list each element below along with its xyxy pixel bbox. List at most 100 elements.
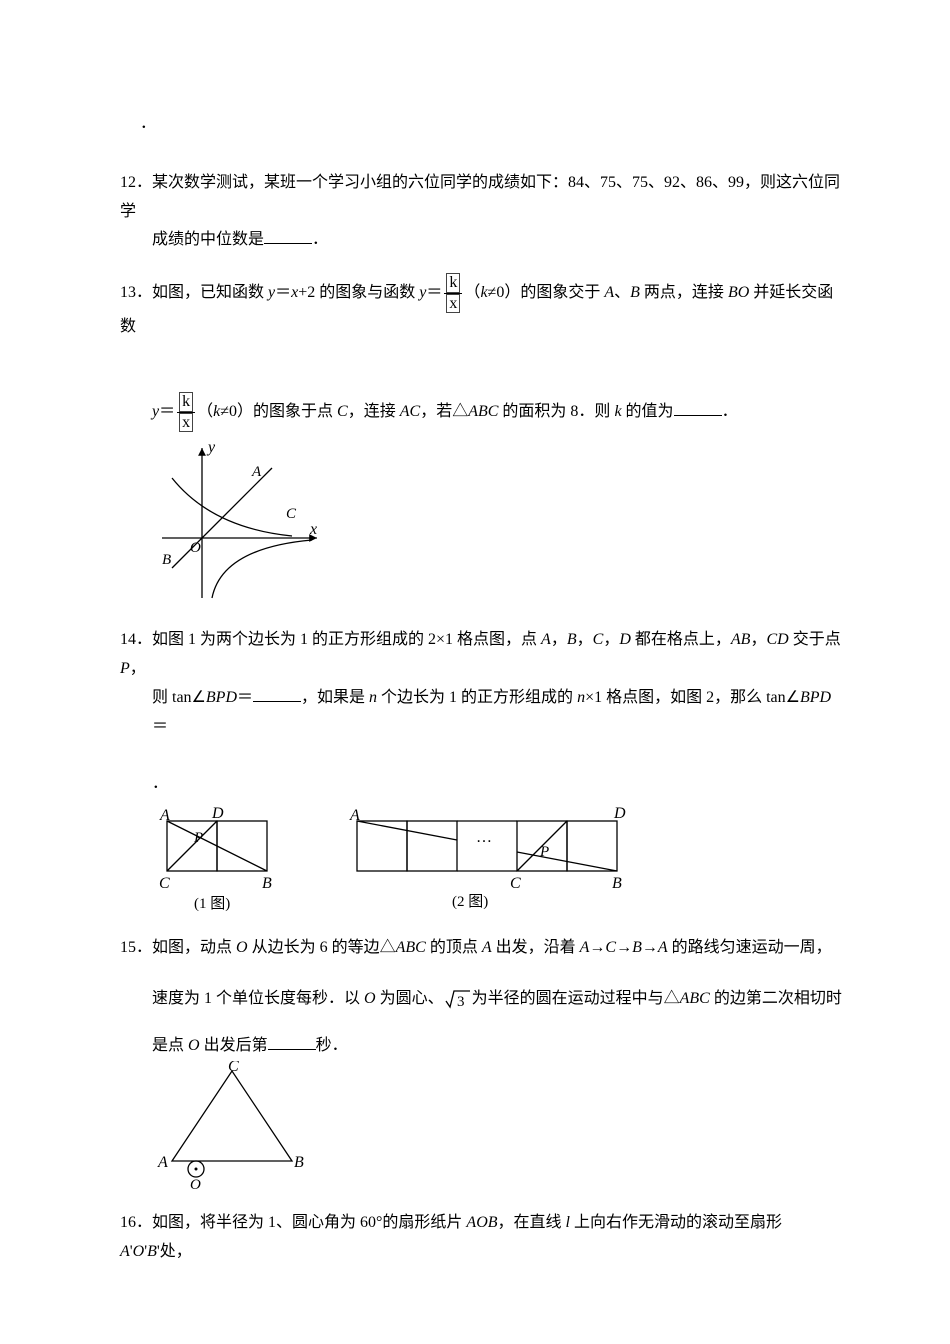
q14-D: D — [619, 631, 631, 648]
q15-td: 出发，沿着 — [492, 939, 580, 956]
q13-label-B: B — [162, 552, 171, 568]
q15-ar2: → — [616, 939, 632, 956]
q15-ti: 的边第二次相切时 — [710, 990, 842, 1007]
q14-ta: 如图 1 为两个边长为 1 的正方形组成的 2×1 格点图，点 — [152, 631, 541, 648]
q15-tg: 为圆心、 — [376, 990, 444, 1007]
q12-text-b: 成绩的中位数是 — [152, 231, 264, 248]
q13-k1: k — [480, 284, 487, 301]
q14-B: B — [567, 631, 577, 648]
q13-mid: 两点，连接 — [640, 284, 728, 301]
q13-textf: 的值为 — [622, 403, 674, 420]
q12-number: 12． — [120, 174, 152, 191]
q13-paren1: （ — [464, 284, 480, 301]
q13-k3: k — [614, 403, 621, 420]
q13-dot1: 、 — [614, 284, 630, 301]
q15-tf: 速度为 1 个单位长度每秒．以 — [152, 990, 364, 1007]
q14-C: C — [593, 631, 604, 648]
question-12: 12．某次数学测试，某班一个学习小组的六位同学的成绩如下：84、75、75、92… — [120, 169, 845, 255]
q15-ar1: → — [589, 939, 605, 956]
q14-f2-cap: (2 图) — [452, 893, 488, 910]
q13-eq1: ＝ — [275, 284, 291, 301]
q14-f1-P: P — [193, 830, 203, 846]
q13-label-A: A — [251, 464, 262, 480]
q14-f2-P: P — [539, 844, 549, 860]
q15-th: 为半径的圆在运动过程中与△ — [472, 990, 680, 1007]
q14-tf: 个边长为 1 的正方形组成的 — [377, 689, 577, 706]
q13-B: B — [630, 284, 640, 301]
q13-AC: AC — [400, 403, 420, 420]
question-14: 14．如图 1 为两个边长为 1 的正方形组成的 2×1 格点图，点 A，B，C… — [120, 626, 845, 916]
q15-A: A — [482, 939, 492, 956]
q13-period: ． — [722, 403, 738, 420]
q14-figures: A D C B P (1 图) … A D C B P (2 图) — [152, 806, 845, 916]
q13-BO: BO — [728, 284, 749, 301]
question-13: 13．如图，已知函数 y＝x+2 的图象与函数 y＝kx（k≠0）的图象交于 A… — [120, 273, 845, 608]
q15-O: O — [236, 939, 248, 956]
q13-number: 13． — [120, 284, 152, 301]
question-15: 15．如图，动点 O 从边长为 6 的等边△ABC 的顶点 A 出发，沿着 A→… — [120, 934, 845, 1190]
q16-O2: O — [133, 1243, 145, 1260]
q14-tg: ×1 格点图，如图 2，那么 tan∠ — [585, 689, 800, 706]
q14-tb: 都在格点上， — [631, 631, 731, 648]
q13-textd: ，若△ — [420, 403, 468, 420]
q14-eq2: ＝ — [152, 718, 168, 735]
q14-c4: ， — [750, 631, 766, 648]
q14-fig1: A D C B P (1 图) — [152, 806, 302, 916]
q14-f1-B: B — [262, 875, 272, 892]
q13-textc: ，连接 — [348, 403, 400, 420]
q13-text-pre: 如图，已知函数 — [152, 284, 268, 301]
q14-number: 14． — [120, 631, 152, 648]
q15-C1: C — [605, 939, 616, 956]
q14-f1-D: D — [211, 806, 224, 822]
q16-number: 16． — [120, 1214, 152, 1231]
q15-te: 的路线匀速运动一周， — [668, 939, 832, 956]
q14-blank1 — [253, 685, 301, 702]
q15-lC: C — [228, 1061, 239, 1075]
q14-AB: AB — [731, 631, 751, 648]
q16-A2: A — [120, 1243, 130, 1260]
q14-BPD2: BPD — [800, 689, 831, 706]
q16-tb: ，在直线 — [498, 1214, 566, 1231]
q15-tj: 是点 — [152, 1037, 188, 1054]
q13-label-O: O — [190, 540, 201, 556]
q13-frac1: kx — [442, 273, 464, 313]
q13-frac-x2: x — [179, 413, 193, 433]
svg-text:…: … — [476, 829, 492, 846]
q15-figure: A B C O — [152, 1061, 312, 1191]
q13-frac-x: x — [446, 294, 460, 314]
q14-n: n — [369, 689, 377, 706]
q15-tb: 从边长为 6 的等边△ — [248, 939, 396, 956]
q15-O2: O — [364, 990, 376, 1007]
q16-tc: 上向右作无滑动的滚动至扇形 — [570, 1214, 782, 1231]
q15-lB: B — [294, 1154, 304, 1171]
q16-B2: B — [147, 1243, 157, 1260]
q14-c1: ， — [551, 631, 567, 648]
stray-dot: ． — [140, 110, 845, 139]
q14-td: 则 tan∠ — [152, 689, 206, 706]
q14-tc: 交于点 — [789, 631, 841, 648]
q13-C: C — [337, 403, 348, 420]
q15-O3: O — [188, 1037, 200, 1054]
q13-ABC: ABC — [468, 403, 498, 420]
q14-f1-cap: (1 图) — [194, 895, 230, 912]
q13-figure: y x O A C B — [152, 438, 327, 608]
q14-f2-C: C — [510, 875, 521, 892]
q13-ne0-1: ≠0）的图象交于 — [488, 284, 605, 301]
q13-ne0-2: ≠0）的图象于点 — [220, 403, 337, 420]
q14-P: P — [120, 660, 130, 677]
q13-texte: 的面积为 8．则 — [498, 403, 614, 420]
q15-number: 15． — [120, 939, 152, 956]
q15-sqrt3: 3 — [444, 988, 472, 1010]
q13-A: A — [604, 284, 614, 301]
q15-sqrt3-val: 3 — [457, 994, 465, 1010]
q13-paren2: （ — [197, 403, 213, 420]
q14-te: ，如果是 — [301, 689, 369, 706]
q14-c2: ， — [577, 631, 593, 648]
q15-ABC2: ABC — [680, 990, 710, 1007]
q14-fig2: … A D C B P (2 图) — [342, 806, 642, 916]
q14-f2-B: B — [612, 875, 622, 892]
q15-ta: 如图，动点 — [152, 939, 236, 956]
q13-frac-k2: k — [179, 392, 193, 412]
q15-tc: 的顶点 — [426, 939, 482, 956]
q14-f1-C: C — [159, 875, 170, 892]
